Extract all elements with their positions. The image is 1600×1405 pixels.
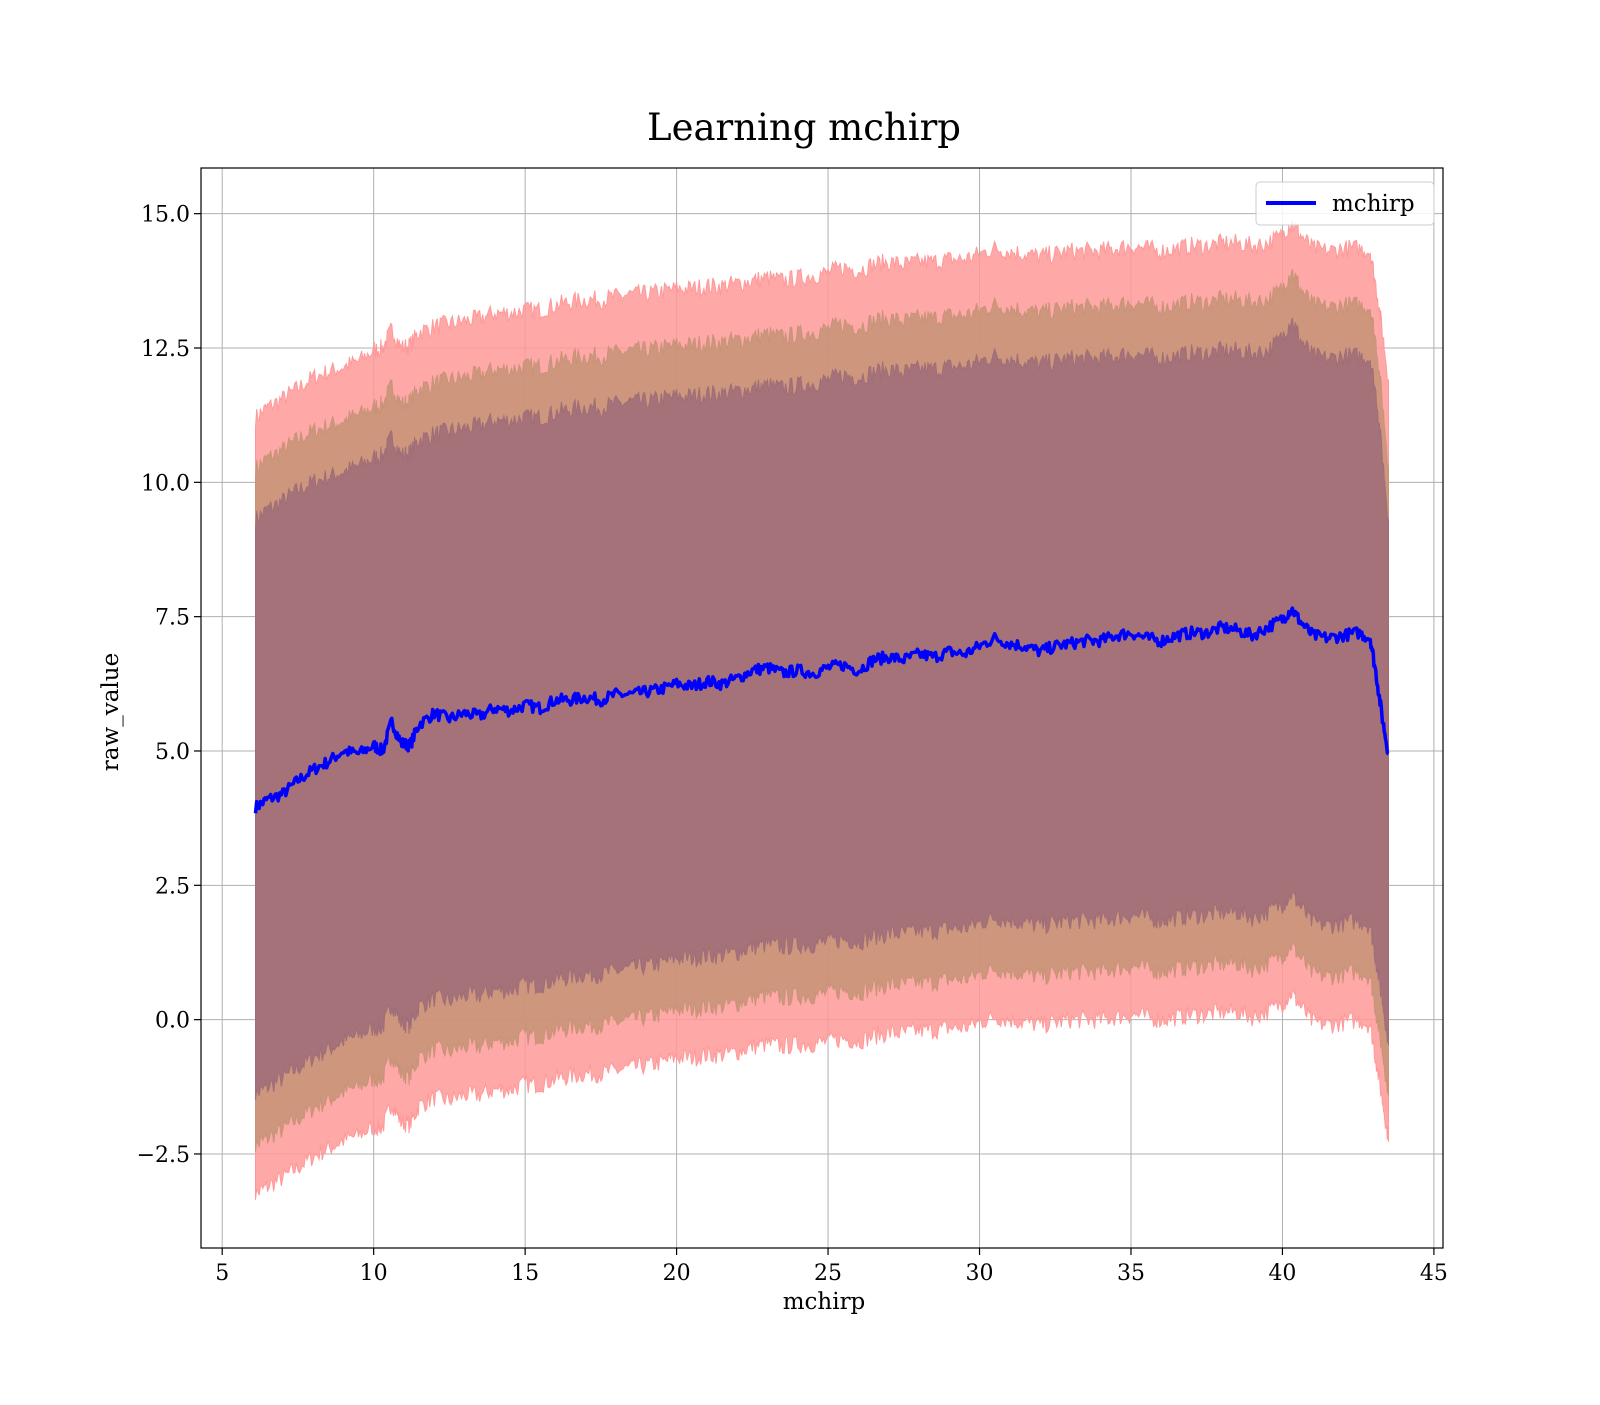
y-tick-label: 0.0 <box>155 1009 190 1034</box>
y-tick-label: −2.5 <box>137 1143 190 1168</box>
plot-frame <box>200 167 1444 1249</box>
y-tick-label: 15.0 <box>141 203 190 228</box>
y-tick-label: 10.0 <box>141 471 190 496</box>
y-tick-label: 5.0 <box>155 740 190 765</box>
legend-box <box>1255 181 1435 226</box>
y-axis-label: raw_value <box>98 653 124 771</box>
y-tick-label: 12.5 <box>141 337 190 362</box>
series-line-mchirp <box>253 606 1390 814</box>
y-tick-label: 7.5 <box>155 606 190 631</box>
x-tick-label: 15 <box>511 1261 539 1286</box>
x-tick-label: 35 <box>1117 1261 1145 1286</box>
chart-title: Learning mchirp <box>647 106 961 149</box>
confidence-bands <box>255 220 1389 1200</box>
x-tick-label: 5 <box>215 1261 229 1286</box>
band-2 <box>255 317 1389 1101</box>
x-tick-label: 10 <box>360 1261 388 1286</box>
x-tick-label: 20 <box>663 1261 691 1286</box>
x-tick-label: 30 <box>966 1261 994 1286</box>
axis-ticks: 5 10 15 20 25 30 35 40 45 −2.5 0.0 2.5 5.0 7.5 10.0 12.… <box>137 203 1448 1286</box>
x-tick-label: 45 <box>1420 1261 1448 1286</box>
legend-label: mchirp <box>1332 191 1415 217</box>
series-lines <box>253 606 1390 814</box>
x-tick-label: 40 <box>1268 1261 1296 1286</box>
x-tick-label: 25 <box>814 1261 842 1286</box>
legend: mchirp <box>1255 181 1435 226</box>
y-tick-label: 2.5 <box>155 874 190 899</box>
x-axis-label: mchirp <box>783 1289 866 1315</box>
